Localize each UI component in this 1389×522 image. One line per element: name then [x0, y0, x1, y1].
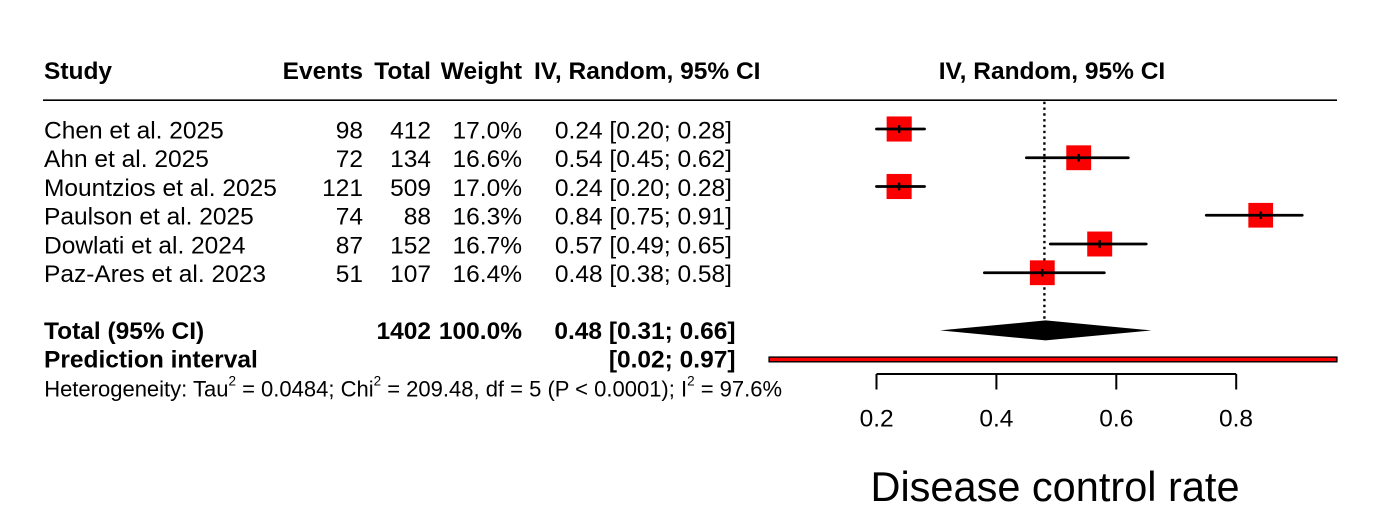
svg-text:Study: Study — [44, 58, 112, 85]
svg-text:121: 121 — [322, 175, 363, 202]
svg-text:Total: Total — [374, 58, 431, 85]
svg-text:98: 98 — [336, 117, 363, 144]
svg-text:Chen et al. 2025: Chen et al. 2025 — [44, 117, 224, 144]
svg-text:1402: 1402 — [376, 318, 431, 345]
svg-text:0.24 [0.20; 0.28]: 0.24 [0.20; 0.28] — [555, 117, 732, 144]
svg-text:[0.02; 0.97]: [0.02; 0.97] — [609, 347, 736, 374]
svg-text:152: 152 — [390, 232, 431, 259]
svg-text:0.8: 0.8 — [1219, 405, 1253, 432]
svg-text:100.0%: 100.0% — [439, 318, 522, 345]
svg-text:Dowlati et al. 2024: Dowlati et al. 2024 — [44, 232, 246, 259]
svg-text:Mountzios et al. 2025: Mountzios et al. 2025 — [44, 175, 277, 202]
svg-text:16.6%: 16.6% — [453, 146, 522, 173]
svg-text:Events: Events — [283, 58, 363, 85]
svg-text:72: 72 — [336, 146, 363, 173]
svg-text:0.48 [0.38; 0.58]: 0.48 [0.38; 0.58] — [555, 261, 732, 288]
svg-text:Paulson et al. 2025: Paulson et al. 2025 — [44, 204, 254, 231]
svg-text:0.2: 0.2 — [860, 405, 894, 432]
svg-text:0.84 [0.75; 0.91]: 0.84 [0.75; 0.91] — [555, 204, 732, 231]
svg-text:Heterogeneity: Tau2 = 0.0484;: Heterogeneity: Tau2 = 0.0484; Chi2 = 209… — [44, 373, 782, 401]
svg-text:88: 88 — [404, 204, 431, 231]
svg-text:0.57 [0.49; 0.65]: 0.57 [0.49; 0.65] — [555, 232, 732, 259]
svg-text:IV, Random, 95% CI: IV, Random, 95% CI — [534, 58, 760, 85]
svg-text:509: 509 — [390, 175, 431, 202]
svg-text:0.6: 0.6 — [1099, 405, 1133, 432]
svg-text:Paz-Ares et al. 2023: Paz-Ares et al. 2023 — [44, 261, 266, 288]
svg-text:Total (95% CI): Total (95% CI) — [44, 318, 204, 345]
svg-text:51: 51 — [336, 261, 363, 288]
svg-text:Disease control rate: Disease control rate — [870, 463, 1239, 510]
svg-text:0.48 [0.31; 0.66]: 0.48 [0.31; 0.66] — [554, 318, 735, 345]
svg-text:16.7%: 16.7% — [453, 232, 522, 259]
svg-text:87: 87 — [336, 232, 363, 259]
svg-text:17.0%: 17.0% — [453, 117, 522, 144]
svg-text:17.0%: 17.0% — [453, 175, 522, 202]
svg-text:74: 74 — [336, 204, 363, 231]
svg-text:Weight: Weight — [441, 58, 522, 85]
svg-text:0.24 [0.20; 0.28]: 0.24 [0.20; 0.28] — [555, 175, 732, 202]
svg-text:16.3%: 16.3% — [453, 204, 522, 231]
svg-text:134: 134 — [390, 146, 431, 173]
svg-text:Prediction interval: Prediction interval — [44, 347, 258, 374]
svg-text:0.54 [0.45; 0.62]: 0.54 [0.45; 0.62] — [555, 146, 732, 173]
svg-text:Ahn et al. 2025: Ahn et al. 2025 — [44, 146, 209, 173]
svg-text:107: 107 — [390, 261, 431, 288]
svg-text:16.4%: 16.4% — [453, 261, 522, 288]
svg-text:412: 412 — [390, 117, 431, 144]
svg-text:0.4: 0.4 — [979, 405, 1013, 432]
svg-text:IV, Random, 95% CI: IV, Random, 95% CI — [939, 58, 1165, 85]
